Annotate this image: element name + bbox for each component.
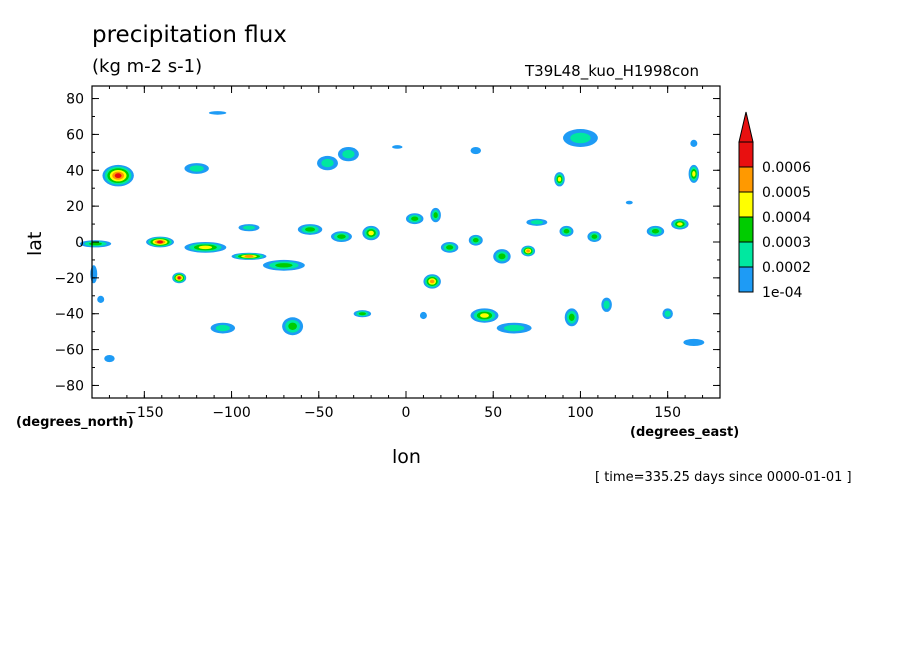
contour-feature-17-level-3 <box>358 312 366 316</box>
y-tick-label: −80 <box>54 378 84 394</box>
colorbar-label: 0.0002 <box>762 260 811 276</box>
contour-feature-11-level-2 <box>242 225 256 230</box>
contour-feature-38-level-1 <box>683 338 705 346</box>
contour-feature-19-level-3 <box>433 212 438 219</box>
contour-feature-4-level-4 <box>198 245 213 250</box>
y-tick-label: −60 <box>54 343 84 359</box>
contour-feature-32-level-2 <box>603 300 610 309</box>
y-tick-label: 0 <box>75 235 84 251</box>
contour-feature-16-level-2 <box>215 324 230 332</box>
contour-feature-15-level-3 <box>288 322 297 330</box>
y-tick-label: −20 <box>54 271 84 287</box>
contour-feature-42-level-1 <box>392 145 403 149</box>
contour-feature-39-level-1 <box>104 354 115 363</box>
colorbar-swatch-5 <box>738 166 754 193</box>
contour-feature-22-level-5 <box>429 279 435 284</box>
contour-feature-18-level-3 <box>411 216 419 221</box>
contour-feature-1-level-3 <box>89 242 102 246</box>
contour-feature-41-level-1 <box>208 111 227 115</box>
colorbar-label: 0.0004 <box>762 210 811 226</box>
contour-feature-7-level-6 <box>177 276 181 280</box>
contour-feature-40-level-1 <box>97 295 105 303</box>
y-tick-label: 40 <box>66 163 84 179</box>
contour-feature-23-level-4 <box>480 313 489 318</box>
x-tick-label: −100 <box>212 405 250 421</box>
contour-feature-34-level-3 <box>651 229 660 234</box>
colorbar-swatch-1 <box>738 266 754 293</box>
y-tick-label: 80 <box>66 92 84 108</box>
x-tick-label: 150 <box>654 405 681 421</box>
x-tick-label: 100 <box>567 405 594 421</box>
colorbar-label: 0.0003 <box>762 235 811 251</box>
contour-feature-8-level-2 <box>189 165 204 172</box>
contour-feature-2-level-1 <box>90 265 98 284</box>
contour-feature-37-level-2 <box>664 310 671 317</box>
contour-feature-20-level-3 <box>446 245 454 250</box>
contour-feature-33-level-3 <box>591 234 598 239</box>
x-tick-label: −50 <box>304 405 334 421</box>
y-tick-label: 20 <box>66 199 84 215</box>
contour-feature-3-level-6 <box>156 240 164 244</box>
y-tick-label: −40 <box>54 307 84 323</box>
contour-feature-44-level-1 <box>690 139 698 147</box>
contour-feature-29-level-4 <box>557 176 562 182</box>
time-label: [ time=335.25 days since 0000-01-01 ] <box>595 470 852 485</box>
contour-feature-28-level-3 <box>563 229 570 234</box>
contour-feature-46-level-1 <box>625 200 633 205</box>
run-label: T39L48_kuo_H1998con <box>525 62 699 80</box>
contour-feature-12-level-3 <box>305 227 316 232</box>
contour-feature-30-level-2 <box>570 132 591 144</box>
colorbar-swatch-3 <box>738 216 754 243</box>
contour-feature-10-level-2 <box>342 149 355 159</box>
contour-feature-13-level-3 <box>337 234 346 239</box>
contour-feature-25-level-3 <box>498 253 506 260</box>
plot-frame <box>91 85 721 399</box>
contour-feature-35-level-4 <box>677 222 683 226</box>
contour-feature-31-level-3 <box>568 313 575 322</box>
contour-feature-21-level-3 <box>472 237 479 243</box>
contour-feature-9-level-2 <box>321 158 334 168</box>
colorbar-extend-arrow <box>738 111 754 143</box>
chart-units: (kg m-2 s-1) <box>92 56 203 77</box>
colorbar-label: 1e-04 <box>762 285 802 301</box>
y-tick-label: 60 <box>66 127 84 143</box>
contour-feature-45-level-1 <box>419 311 427 320</box>
contour-feature-27-level-2 <box>530 220 543 225</box>
x-unit-label: (degrees_east) <box>630 425 740 440</box>
x-tick-label: 0 <box>402 405 411 421</box>
contour-feature-5-level-5 <box>244 254 254 258</box>
contour-feature-14-level-4 <box>368 230 374 236</box>
chart-title: precipitation flux <box>92 22 287 48</box>
x-axis-label: lon <box>392 446 421 468</box>
contour-feature-6-level-3 <box>275 263 293 268</box>
colorbar-swatch-2 <box>738 241 754 268</box>
colorbar-label: 0.0006 <box>762 160 811 176</box>
contour-feature-24-level-2 <box>503 324 525 332</box>
contour-feature-43-level-1 <box>470 146 482 155</box>
colorbar-swatch-4 <box>738 191 754 218</box>
y-unit-label: (degrees_north) <box>16 415 134 430</box>
x-tick-label: −150 <box>125 405 163 421</box>
contour-feature-26-level-5 <box>526 249 530 253</box>
x-tick-label: 50 <box>484 405 502 421</box>
colorbar-swatch-6 <box>738 141 754 168</box>
contour-feature-36-level-4 <box>692 171 696 177</box>
contour-feature-0-level-6 <box>114 173 122 179</box>
colorbar-label: 0.0005 <box>762 185 811 201</box>
